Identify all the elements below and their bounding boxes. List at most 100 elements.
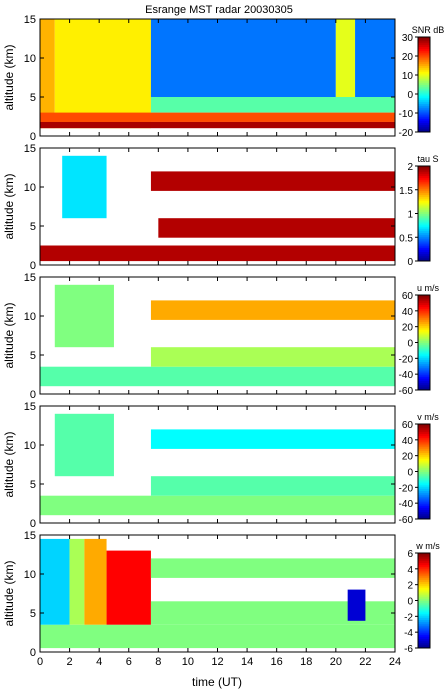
colorbar-tick-label: 40 <box>402 436 414 447</box>
colorbar-segment <box>418 554 430 558</box>
y-axis-label: altitude (km) <box>2 560 16 626</box>
echo-region-2 <box>150 429 395 449</box>
colorbar-segment <box>418 167 430 171</box>
colorbar-segment <box>418 113 430 116</box>
colorbar-segment <box>418 384 430 387</box>
colorbar-frame <box>417 36 431 133</box>
x-tick-label: 2 <box>67 656 73 668</box>
colorbar-segment <box>418 382 430 385</box>
echo-region-1 <box>62 155 107 219</box>
colorbar-segment <box>418 427 430 431</box>
colorbar-segment <box>418 450 430 453</box>
colorbar-tick-label: -2 <box>404 612 413 623</box>
echo-region-2 <box>150 171 395 191</box>
figure-title: Esrange MST radar 20030305 <box>145 4 293 16</box>
colorbar-tick-label: 2 <box>407 581 413 592</box>
echo-region-1 <box>40 538 70 625</box>
colorbar-segment <box>418 194 430 197</box>
colorbar-segment <box>418 57 430 61</box>
colorbar-segment <box>418 183 430 186</box>
colorbar-segment <box>418 63 430 66</box>
colorbar-segment <box>418 192 430 195</box>
colorbar-segment <box>418 456 430 459</box>
y-tick-label: 5 <box>30 608 36 620</box>
colorbar-segment <box>418 446 430 450</box>
colorbar-segment <box>418 503 430 507</box>
colorbar-segment <box>418 42 430 46</box>
y-tick-label: 0 <box>30 260 36 272</box>
echo-region-4 <box>106 550 151 625</box>
colorbar-segment <box>418 336 430 340</box>
echo-region-5 <box>150 97 395 113</box>
colorbar-segment <box>418 306 430 309</box>
echo-region-7 <box>347 589 366 621</box>
colorbar-segment <box>418 591 430 594</box>
colorbar-segment <box>418 114 430 118</box>
colorbar-tick-label: -20 <box>399 483 414 494</box>
colorbar-segment <box>418 179 430 182</box>
colorbar-segment <box>418 367 430 370</box>
echo-region-1 <box>150 347 395 367</box>
colorbar-segment <box>418 454 430 457</box>
colorbar-tick-label: 20 <box>402 452 414 463</box>
colorbar-segment <box>418 352 430 355</box>
colorbar-segment <box>418 75 430 78</box>
colorbar-segment <box>418 507 430 510</box>
colorbar-segment <box>418 604 430 607</box>
colorbar-segment <box>418 50 430 53</box>
colorbar-segment <box>418 441 430 444</box>
colorbar-tick-label: -40 <box>399 370 414 381</box>
colorbar-segment <box>418 44 430 47</box>
colorbar-segment <box>418 302 430 305</box>
colorbar-segment <box>418 592 430 596</box>
colorbar-segment <box>418 467 430 471</box>
colorbar-segment <box>418 253 430 256</box>
echo-region-0 <box>40 366 395 387</box>
colorbar-segment <box>418 188 430 192</box>
colorbar-segment <box>418 236 430 239</box>
colorbar-segment <box>418 230 430 233</box>
y-tick-label: 5 <box>30 350 36 362</box>
colorbar-segment <box>418 613 430 617</box>
colorbar-segment <box>418 458 430 461</box>
colorbar-segment <box>418 365 430 368</box>
colorbar-segment <box>418 226 430 230</box>
colorbar-segment <box>418 629 430 632</box>
colorbar-segment <box>418 363 430 366</box>
colorbar-segment <box>418 92 430 95</box>
y-tick-label: 10 <box>24 53 36 65</box>
colorbar-segment <box>418 500 430 503</box>
colorbar-segment <box>418 498 430 501</box>
colorbar-segment <box>418 513 430 516</box>
colorbar-tick-label: 60 <box>402 420 414 431</box>
x-tick-label: 12 <box>211 656 223 668</box>
colorbar-segment <box>418 73 430 76</box>
colorbar-segment <box>418 304 430 307</box>
colorbar-tick-label: 0 <box>407 339 413 350</box>
colorbar-segment <box>418 126 430 129</box>
colorbar-segment <box>418 255 430 258</box>
colorbar-segment <box>418 615 430 619</box>
colorbar-tick-label: 2 <box>407 162 413 173</box>
colorbar-segment <box>418 587 430 590</box>
colorbar-segment <box>418 573 430 577</box>
colorbar-label: w m/s <box>415 541 440 551</box>
x-tick-label: 4 <box>96 656 102 668</box>
colorbar-segment <box>418 630 430 634</box>
x-tick-label: 10 <box>182 656 194 668</box>
colorbar-tick-label: 0 <box>407 90 413 101</box>
colorbar-tick-label: -20 <box>399 354 414 365</box>
colorbar-segment <box>418 638 430 641</box>
colorbar-segment <box>418 46 430 49</box>
colorbar-segment <box>418 517 430 520</box>
colorbar-tick-label: 0.5 <box>399 233 413 244</box>
colorbar-segment <box>418 448 430 452</box>
colorbar-segment <box>418 380 430 383</box>
colorbar-segment <box>418 323 430 326</box>
colorbar-segment <box>418 372 430 376</box>
colorbar-segment <box>418 173 430 176</box>
colorbar-segment <box>418 257 430 260</box>
